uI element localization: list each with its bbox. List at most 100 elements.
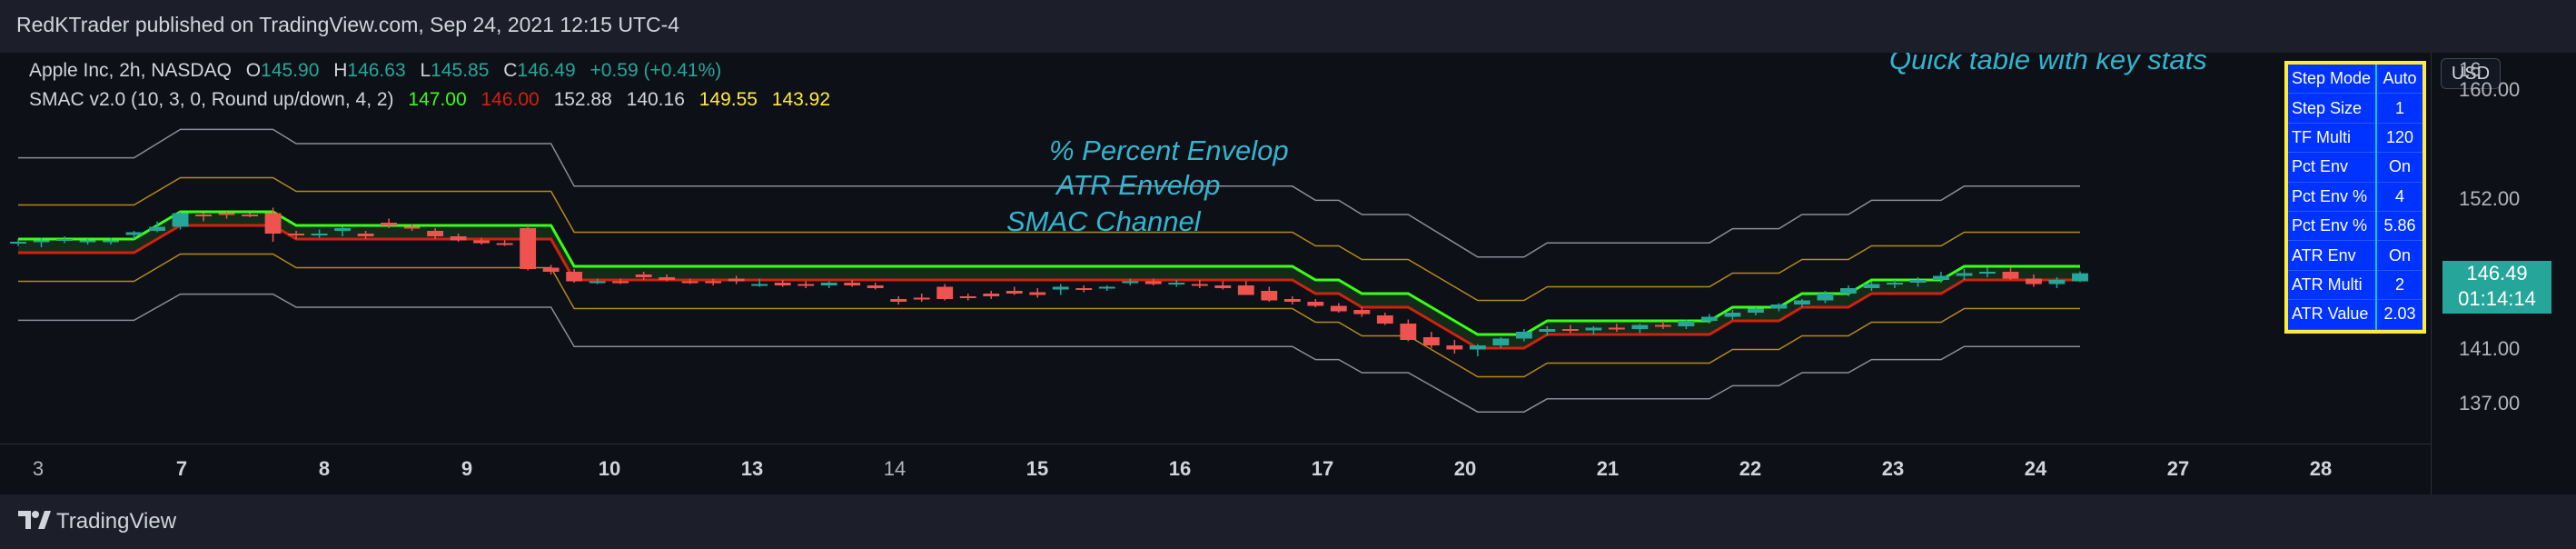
open-label: O (245, 60, 262, 81)
candle-body (1122, 281, 1139, 284)
candle-body (334, 228, 352, 231)
candle-body (1515, 332, 1532, 339)
high-value: 146.63 (347, 60, 406, 81)
candle-body (635, 274, 652, 277)
stats-key: Step Mode (2288, 65, 2377, 95)
candle-body (242, 215, 258, 216)
indicator-title: SMAC v2.0 (10, 3, 0, Round up/down, 4, 2… (29, 89, 394, 110)
candle-body (751, 284, 768, 286)
time-tick: 13 (740, 457, 764, 480)
stats-value: 2 (2376, 270, 2422, 301)
candle-body (1191, 284, 1208, 286)
candle-body (589, 281, 606, 284)
annotation-table-title: Quick table with key stats (1889, 53, 2207, 75)
candle-body (1214, 285, 1232, 288)
symbol-legend: Apple Inc, 2h, NASDAQ O145.90 H146.63 L1… (29, 60, 721, 82)
tradingview-logo-icon[interactable] (16, 507, 53, 533)
stats-value: 1 (2376, 93, 2422, 124)
candle-body (1029, 292, 1046, 295)
stats-value: 5.86 (2376, 211, 2422, 242)
candle-body (2002, 272, 2019, 279)
candle-body (1237, 285, 1254, 295)
candle-body (1168, 283, 1185, 284)
candle-body (1700, 316, 1718, 321)
atr-lower-value: 143.92 (771, 89, 831, 110)
candle-body (1353, 310, 1371, 314)
time-tick: 21 (1596, 457, 1620, 480)
stats-row: Pct Env On (2288, 152, 2422, 183)
candle-body (1400, 324, 1417, 340)
candle-body (2026, 278, 2042, 284)
candle-body (1006, 291, 1023, 294)
candle-body (1098, 286, 1115, 289)
last-price-value: 146.49 (2466, 261, 2528, 284)
candle-body (1933, 275, 1949, 280)
close-label: C (503, 60, 518, 81)
candle-body (1608, 327, 1625, 330)
time-tick: 28 (2309, 457, 2333, 480)
candle-body (659, 277, 676, 280)
atr-envelope-upper (18, 176, 2080, 302)
candle-body (1469, 345, 1486, 350)
smac-upper-line (18, 210, 2080, 336)
candle-body (1678, 321, 1695, 326)
currency-button[interactable]: USD (2441, 58, 2501, 89)
time-tick: 20 (1453, 457, 1477, 480)
stats-value: 120 (2376, 123, 2422, 154)
time-tick: 7 (175, 457, 188, 480)
candle-body (1817, 294, 1834, 301)
candle-body (1492, 338, 1510, 345)
candle-body (1887, 283, 1903, 284)
candle-body (1307, 302, 1324, 306)
candle-body (427, 231, 444, 236)
candle-body (2048, 280, 2066, 284)
candle-body (125, 232, 143, 235)
candle-body (1863, 284, 1880, 288)
candle-body (381, 223, 398, 225)
stats-key: Step Size (2288, 93, 2377, 124)
price-axis[interactable]: USD 16 146.49 01:14:14 160.00 152.00 141.0… (2431, 53, 2576, 494)
candle-body (450, 236, 467, 241)
stats-row: Step Mode Auto (2288, 65, 2422, 95)
candle-body (867, 285, 884, 288)
candle-body (56, 239, 73, 241)
candle-body (172, 213, 189, 227)
smac-lower-line (18, 224, 2080, 350)
candle-body (195, 215, 212, 216)
stats-value: On (2376, 240, 2422, 271)
candle-body (496, 243, 513, 245)
candle-body (1909, 280, 1927, 283)
chart-area[interactable]: Apple Inc, 2h, NASDAQ O145.90 H146.63 L1… (0, 53, 2576, 494)
time-tick: 8 (318, 457, 331, 480)
candle-body (103, 240, 119, 243)
stats-key: ATR Value (2288, 299, 2377, 330)
candle-body (1794, 300, 1810, 304)
time-axis[interactable]: 3 7 8 9 10 13 14 15 16 17 20 21 22 23 24 27 28 (0, 444, 2431, 494)
candle-body (33, 240, 50, 243)
candle-body (566, 272, 583, 282)
candle-body (705, 281, 722, 284)
candle-body (1979, 272, 1996, 274)
annotation-pct-envelop: % Percent Envelop (1049, 135, 1289, 166)
time-tick: 3 (32, 457, 45, 480)
indicator-legend: SMAC v2.0 (10, 3, 0, Round up/down, 4, 2… (29, 89, 830, 111)
symbol-title: Apple Inc, 2h, NASDAQ (29, 60, 232, 81)
time-tick: 27 (2166, 457, 2190, 480)
candle-body (1330, 305, 1347, 312)
candle-body (311, 234, 328, 235)
time-tick: 9 (461, 457, 473, 480)
close-value: 146.49 (517, 60, 576, 81)
time-tick: 14 (883, 457, 907, 480)
candle-body (1376, 315, 1393, 324)
price-plot[interactable] (0, 53, 2431, 444)
candle-body (1539, 329, 1556, 332)
stats-row: ATR Env On (2288, 240, 2422, 271)
candle-body (473, 240, 490, 244)
candle-body (149, 226, 165, 231)
stats-row: Step Size 1 (2288, 93, 2422, 124)
time-tick: 22 (1739, 457, 1762, 480)
candle-body (264, 213, 282, 234)
smac-up-value: 147.00 (408, 89, 467, 110)
stats-row: Pct Env % 4 (2288, 182, 2422, 212)
stats-row: ATR Value 2.03 (2288, 299, 2422, 330)
